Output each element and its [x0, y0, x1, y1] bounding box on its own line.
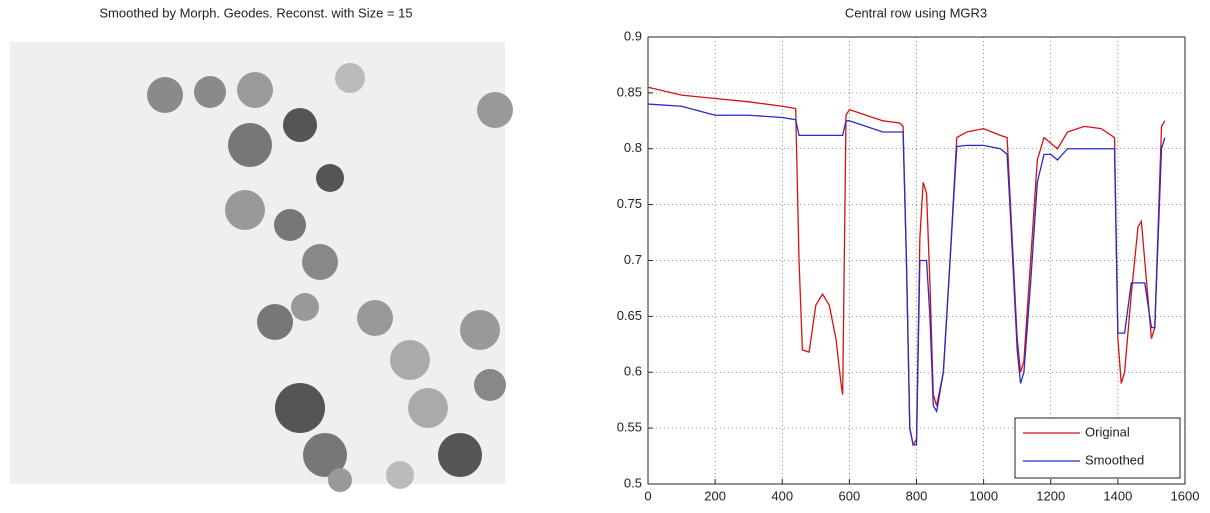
y-tick-label: 0.85 [617, 84, 642, 99]
x-tick-label: 800 [906, 488, 928, 503]
y-tick-label: 0.55 [617, 420, 642, 435]
y-tick-label: 0.65 [617, 308, 642, 323]
y-tick-label: 0.5 [624, 475, 642, 490]
legend-label: Original [1085, 424, 1130, 439]
y-tick-label: 0.75 [617, 196, 642, 211]
x-tick-label: 1600 [1171, 488, 1200, 503]
series-line [647, 103, 1166, 446]
y-tick-label: 0.8 [624, 140, 642, 155]
chart-title: Central row using MGR3 [845, 5, 987, 20]
image [10, 42, 513, 492]
x-tick-label: 1400 [1103, 488, 1132, 503]
x-tick-label: 0 [644, 488, 651, 503]
image-title: Smoothed by Morph. Geodes. Reconst. with… [99, 5, 412, 20]
x-tick-label: 200 [704, 488, 726, 503]
y-tick-label: 0.6 [624, 364, 642, 379]
legend-label: Smoothed [1085, 452, 1144, 467]
legend-box [1014, 417, 1181, 479]
x-tick-label: 400 [771, 488, 793, 503]
x-tick-label: 1000 [969, 488, 998, 503]
y-tick-label: 0.9 [624, 28, 642, 43]
y-tick-label: 0.7 [624, 252, 642, 267]
x-tick-label: 600 [839, 488, 861, 503]
x-tick-label: 1200 [1036, 488, 1065, 503]
